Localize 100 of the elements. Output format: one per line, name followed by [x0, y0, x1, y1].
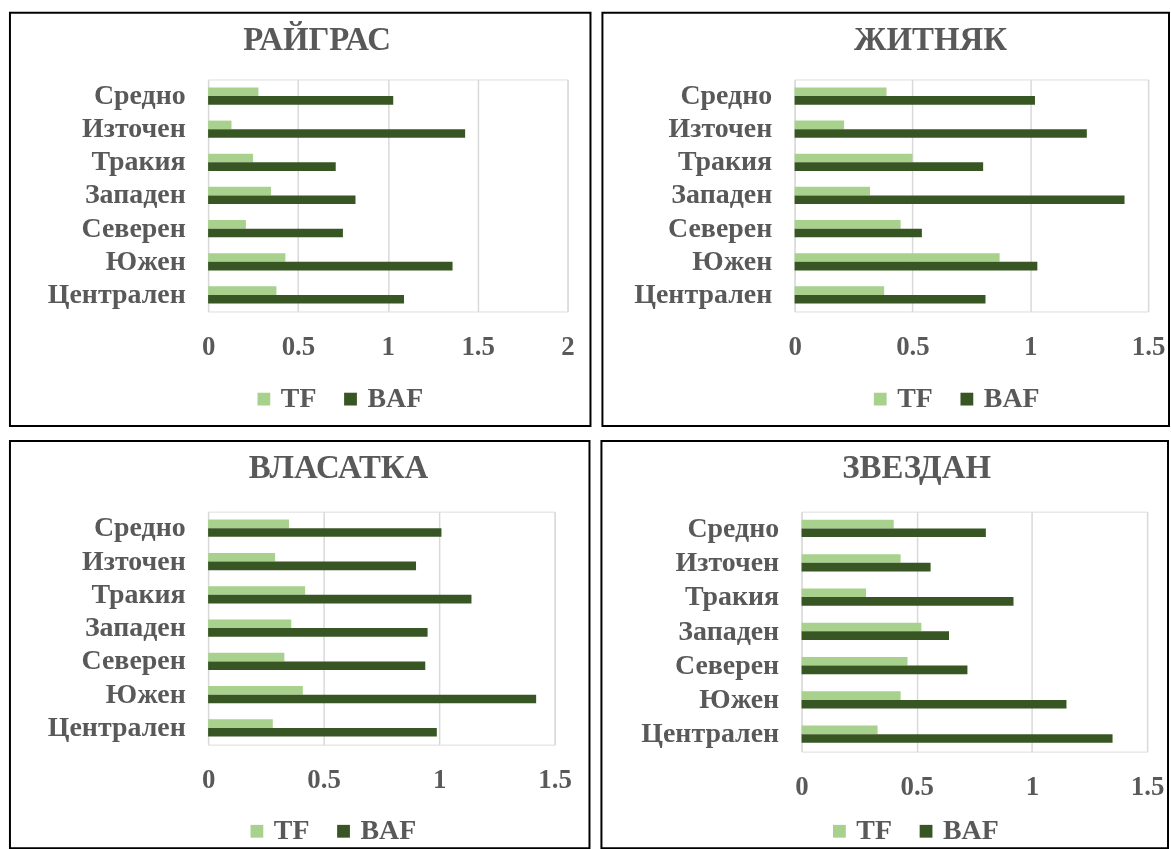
bar — [801, 588, 867, 598]
bar — [794, 261, 1038, 271]
bar — [794, 294, 986, 304]
x-tick-label: 1.5 — [1131, 330, 1166, 361]
bar — [208, 186, 272, 196]
bar — [208, 528, 442, 537]
bar — [794, 153, 913, 163]
x-tick-label: 0.5 — [281, 330, 316, 361]
x-tick-label: 2 — [561, 330, 575, 361]
bar — [208, 727, 437, 737]
y-tick-label: Източен — [668, 112, 773, 144]
bar — [801, 665, 968, 675]
bar — [801, 631, 949, 640]
bar — [794, 162, 984, 171]
bar — [801, 554, 901, 563]
y-tick-label: Централен — [47, 277, 186, 309]
bar — [208, 228, 343, 238]
bar — [208, 586, 306, 595]
y-tick-label: Западен — [678, 614, 780, 646]
bar — [801, 597, 1014, 606]
x-tick-label: 0 — [201, 330, 216, 361]
bar — [208, 519, 289, 529]
bar — [794, 87, 887, 97]
bar — [801, 519, 894, 529]
y-tick-label: Южен — [105, 677, 186, 709]
bar — [208, 261, 453, 271]
y-tick-label: Южен — [699, 683, 780, 715]
bar — [208, 162, 336, 171]
y-tick-label: Централен — [634, 277, 773, 309]
x-tick-label: 1 — [1025, 770, 1040, 801]
y-tick-label: Северен — [674, 648, 780, 680]
bar — [801, 734, 1113, 743]
y-tick-label: Източен — [82, 544, 186, 576]
x-tick-label: 1 — [1024, 330, 1038, 361]
x-tick-label: 0.5 — [900, 770, 935, 801]
x-tick-label: 0.5 — [307, 763, 341, 794]
y-tick-label: Тракия — [91, 145, 186, 177]
legend-label: BAF — [360, 814, 417, 846]
legend-label: TF — [897, 382, 933, 414]
bar — [794, 186, 871, 196]
chart-title: ЗВЕЗДАН — [842, 448, 991, 485]
y-tick-label: Южен — [692, 244, 773, 276]
x-tick-label: 0 — [201, 763, 216, 794]
x-tick-label: 1.5 — [1130, 770, 1165, 801]
legend-label: TF — [856, 814, 892, 846]
bar — [208, 628, 428, 637]
bar — [794, 129, 1087, 138]
y-tick-label: Централен — [641, 717, 780, 749]
y-tick-label: Средно — [687, 511, 780, 543]
x-tick-label: 0 — [788, 330, 802, 361]
bar — [794, 120, 845, 130]
bar — [208, 561, 417, 571]
legend-label: BAF — [942, 814, 999, 846]
bar — [208, 253, 286, 262]
x-tick-label: 1.5 — [538, 763, 572, 794]
y-tick-label: Тракия — [91, 577, 186, 609]
y-tick-label: Южен — [105, 244, 186, 276]
y-tick-label: Източен — [82, 112, 186, 144]
chart-title: ЖИТНЯК — [854, 20, 1008, 57]
bar — [794, 195, 1125, 205]
y-tick-label: Тракия — [678, 145, 773, 177]
bar — [794, 96, 1035, 105]
bar — [801, 622, 922, 632]
y-tick-label: Западен — [671, 178, 773, 210]
bar — [208, 129, 466, 138]
y-tick-label: Северен — [81, 644, 186, 676]
y-tick-label: Западен — [84, 611, 186, 643]
x-tick-label: 1 — [432, 763, 447, 794]
bar — [208, 195, 356, 205]
y-tick-label: Източен — [675, 546, 780, 578]
chart-title: РАЙГРАС — [243, 20, 391, 57]
y-tick-label: Средно — [680, 79, 773, 111]
y-tick-label: Северен — [81, 211, 186, 243]
bar — [208, 220, 246, 229]
y-tick-label: Средно — [93, 79, 186, 111]
bar — [208, 619, 292, 629]
bar — [208, 120, 232, 130]
legend-label: BAF — [983, 382, 1040, 414]
bar — [208, 153, 254, 163]
bar — [801, 528, 986, 538]
bar — [208, 87, 259, 97]
bar — [794, 253, 1000, 262]
bar — [794, 220, 901, 229]
y-tick-label: Западен — [84, 178, 186, 210]
bar — [801, 691, 901, 700]
bar — [208, 294, 405, 304]
y-tick-label: Северен — [667, 211, 773, 243]
bar — [794, 286, 885, 295]
bar — [208, 686, 303, 695]
bar — [801, 725, 878, 735]
bar — [208, 96, 394, 105]
bar — [208, 719, 273, 728]
legend-label: TF — [273, 814, 310, 846]
legend-label: TF — [280, 382, 317, 414]
bar — [801, 562, 931, 572]
bar — [801, 656, 908, 666]
x-tick-label: 1.5 — [461, 330, 496, 361]
bar — [208, 552, 276, 562]
y-tick-label: Централен — [47, 710, 186, 742]
bar — [794, 228, 922, 238]
